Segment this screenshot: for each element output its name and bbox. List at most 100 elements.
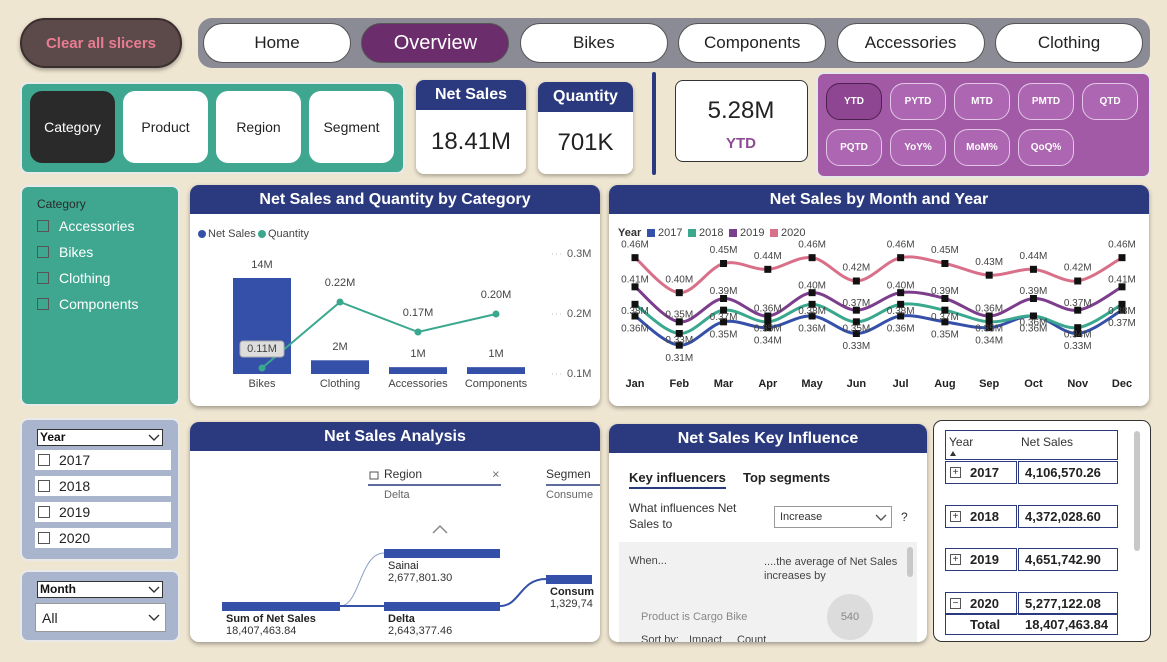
- panel-header: [190, 422, 600, 451]
- slicer-item-row[interactable]: 2020: [35, 528, 171, 548]
- kpi-card: Net Sales 18.41M: [416, 80, 526, 174]
- data-label: 0.41M: [1108, 274, 1136, 285]
- slicer-button[interactable]: Category: [30, 91, 115, 163]
- slicer-item[interactable]: Clothing: [59, 270, 111, 286]
- checkbox[interactable]: [38, 506, 50, 518]
- tab[interactable]: Top segments: [743, 470, 831, 485]
- line-marker: [1029, 295, 1037, 302]
- checkbox[interactable]: [38, 454, 50, 466]
- line-marker: [808, 289, 816, 297]
- clear-slicers-button[interactable]: Clear all slicers: [20, 18, 182, 68]
- effect-label: ....the average of Net Sales increases b…: [764, 556, 898, 582]
- line-marker: [631, 254, 639, 262]
- line-marker: [258, 364, 266, 372]
- expand-icon[interactable]: +: [950, 467, 961, 478]
- node-value: 2,643,377.46: [388, 625, 452, 637]
- chart-title: Net Sales Key Influence: [678, 430, 859, 447]
- data-label: 0.33M: [842, 341, 870, 352]
- checkbox[interactable]: [37, 246, 49, 258]
- period-button[interactable]: MoM%: [954, 129, 1010, 166]
- period-button[interactable]: PMTD: [1018, 83, 1074, 120]
- checkbox[interactable]: [37, 272, 49, 284]
- nav-tab[interactable]: Bikes: [519, 23, 668, 63]
- table-header: [945, 430, 1118, 460]
- legend-title: Year: [618, 227, 642, 239]
- y2-tick-label: 0.2M: [567, 308, 591, 320]
- legend-label: 2019: [740, 227, 764, 239]
- nav-tab[interactable]: Overview: [361, 23, 510, 63]
- data-label: 2M: [332, 341, 347, 353]
- influencer-area: When... ....the average of Net Sales incr…: [619, 542, 917, 642]
- legend-marker: [770, 229, 778, 237]
- period-button[interactable]: PQTD: [826, 129, 882, 166]
- checkbox[interactable]: [37, 298, 49, 310]
- legend-marker: [258, 230, 266, 238]
- data-label: 0.11M: [247, 343, 277, 355]
- checkbox[interactable]: [38, 532, 50, 544]
- period-button[interactable]: QTD: [1082, 83, 1138, 120]
- when-label: When...: [629, 555, 667, 567]
- node-value: 18,407,463.84: [226, 625, 296, 637]
- chart-title: Net Sales and Quantity by Category: [259, 191, 530, 208]
- line-marker: [720, 306, 728, 314]
- slicer-item[interactable]: Bikes: [59, 244, 94, 260]
- line-marker: [1118, 306, 1126, 314]
- data-label: 0.35M: [842, 323, 870, 334]
- data-label: 0.46M: [887, 239, 915, 250]
- period-button[interactable]: PYTD: [890, 83, 946, 120]
- factor-bubble: 540: [827, 594, 873, 640]
- tab[interactable]: Key influencers: [629, 470, 726, 489]
- expand-icon[interactable]: +: [950, 554, 961, 565]
- dropdown[interactable]: Increase: [774, 506, 892, 528]
- close-icon[interactable]: ×: [492, 466, 500, 481]
- period-button[interactable]: YoY%: [890, 129, 946, 166]
- period-button[interactable]: QoQ%: [1018, 129, 1074, 166]
- slicer-item-row[interactable]: 2018: [35, 476, 171, 496]
- line-marker: [764, 324, 772, 332]
- slicer-title: Year: [40, 430, 66, 444]
- slicer-header[interactable]: Month: [37, 581, 163, 598]
- slicer-item-row[interactable]: 2019: [35, 502, 171, 522]
- slicer-button[interactable]: Segment: [309, 91, 394, 163]
- expand-icon[interactable]: −: [950, 597, 961, 609]
- checkbox[interactable]: [37, 220, 49, 232]
- expand-icon[interactable]: +: [950, 510, 961, 522]
- scroll-up-icon: [432, 524, 448, 534]
- checkbox[interactable]: [38, 480, 50, 492]
- data-label: 0.45M: [710, 245, 738, 256]
- data-label: 0.36M: [798, 324, 826, 335]
- data-label: 0.38M: [621, 306, 649, 317]
- x-tick-label: Aug: [934, 378, 955, 390]
- x-tick-label: Nov: [1067, 378, 1089, 390]
- period-button[interactable]: MTD: [954, 83, 1010, 120]
- slicer-item[interactable]: Components: [59, 296, 139, 312]
- nav-tab[interactable]: Clothing: [995, 23, 1143, 63]
- nav-tab[interactable]: Components: [678, 23, 827, 63]
- row-year-cell: [945, 504, 1017, 528]
- period-button[interactable]: YTD: [826, 83, 882, 120]
- x-tick-label: Oct: [1024, 378, 1043, 390]
- line: [261, 300, 497, 369]
- data-label: 0.38M: [887, 306, 915, 317]
- category-slicer: Category Accessories Bikes Clothing Componen…: [20, 185, 180, 406]
- slicer-header[interactable]: Year: [37, 429, 163, 446]
- slicer-button[interactable]: Product: [123, 91, 208, 163]
- kpi-card: Quantity 701K: [538, 82, 633, 174]
- line-marker: [764, 265, 772, 273]
- line-marker: [1074, 306, 1082, 314]
- x-tick-label: Clothing: [320, 378, 360, 390]
- slicer-item[interactable]: Accessories: [59, 218, 135, 234]
- data-label: 0.38M: [1108, 306, 1136, 317]
- month-dropdown[interactable]: All: [35, 603, 166, 632]
- slicer-item-row[interactable]: 2017: [35, 450, 171, 470]
- x-tick-label: Mar: [714, 378, 734, 390]
- line-marker: [1029, 265, 1037, 273]
- data-label: 0.45M: [931, 245, 959, 256]
- bar: [389, 367, 447, 374]
- nav-bar: [198, 18, 1150, 68]
- x-tick-label: Jul: [893, 378, 909, 390]
- slicer-button[interactable]: Region: [216, 91, 301, 163]
- nav-tab[interactable]: Home: [203, 23, 351, 63]
- x-tick-label: Jun: [847, 378, 867, 390]
- nav-tab[interactable]: Accessories: [836, 23, 985, 63]
